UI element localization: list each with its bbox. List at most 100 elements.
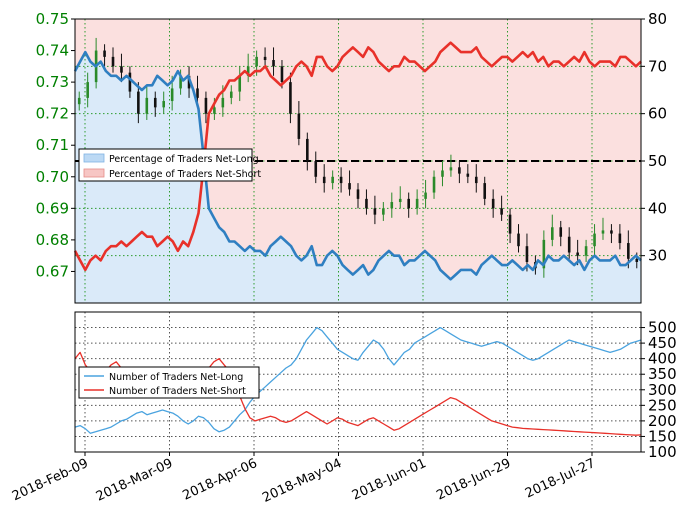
candlestick (111, 47, 115, 73)
tick-x-label: 2018-Feb-09 (10, 456, 91, 504)
candle-body (635, 258, 639, 262)
net-short-area (75, 19, 641, 280)
candlestick (365, 189, 368, 215)
candle-body (483, 183, 487, 199)
candle-body (289, 82, 292, 114)
candle-body (272, 60, 275, 67)
tick-left-label: 0.71 (36, 136, 69, 154)
tick-x-label: 2018-Jun-29 (434, 456, 513, 503)
candlestick (610, 224, 613, 244)
candle-body (542, 239, 546, 269)
candlestick (77, 91, 81, 111)
candlestick (432, 170, 436, 199)
candle-body (365, 198, 368, 209)
candlestick (593, 224, 596, 256)
candle-body (145, 97, 149, 114)
candlestick (356, 183, 360, 209)
legend-top: Percentage of Traders Net-Long Percentage… (78, 148, 261, 182)
candle-body (297, 113, 301, 139)
legend-box (78, 148, 253, 182)
price-sentiment-panel: Percentage of Traders Net-Long Percentage… (73, 18, 642, 304)
candle-body (263, 56, 267, 61)
candle-body (415, 198, 419, 209)
tick-right-label-bottom: 100 (648, 443, 677, 461)
tick-x-label: 2018-Jul-27 (523, 456, 598, 501)
tick-x-label: 2018-May-04 (260, 456, 344, 506)
tick-left-label: 0.74 (36, 42, 69, 60)
candle-body (255, 56, 258, 67)
candlestick (128, 66, 132, 98)
candlestick (415, 189, 419, 215)
candlestick (314, 151, 318, 184)
candle-body (618, 233, 622, 244)
tick-right-label: 80 (648, 10, 667, 28)
net-long-count-line (74, 326, 642, 434)
candle-body (348, 183, 351, 190)
tick-right-label-bottom: 300 (648, 381, 677, 399)
candlestick (517, 224, 520, 253)
trader-count-panel: Number of Traders Net-Long Number of Trad… (74, 312, 642, 453)
candlestick (449, 154, 453, 177)
candlestick (491, 189, 495, 218)
candlestick (483, 176, 487, 206)
candlestick (390, 192, 394, 218)
candlestick (424, 179, 427, 209)
candle-body (322, 176, 326, 184)
net-short-pct-line (73, 41, 642, 272)
candlestick (373, 195, 377, 225)
candlestick (339, 167, 343, 193)
candlestick (297, 101, 301, 146)
candlestick (238, 66, 242, 102)
candle-body (567, 236, 571, 253)
legend-bottom: Number of Traders Net-Long Number of Trad… (78, 366, 260, 399)
candle-body (280, 66, 284, 83)
candle-body (559, 227, 563, 237)
candle-body (601, 230, 605, 234)
candle-body (246, 66, 250, 76)
candlestick (466, 164, 470, 184)
tick-right-label-bottom: 500 (648, 319, 677, 337)
candlestick (508, 208, 512, 244)
tick-right-label-bottom: 350 (648, 365, 677, 383)
candlestick (120, 53, 123, 83)
candle-body (170, 88, 174, 102)
candle-body (179, 75, 182, 89)
candlestick (584, 239, 588, 262)
tick-right-label-bottom: 150 (648, 427, 677, 445)
tick-right-label: 70 (648, 57, 667, 75)
candlestick (103, 44, 106, 67)
candle-body (153, 97, 157, 108)
legend-box (78, 366, 260, 399)
tick-right-label: 60 (648, 105, 667, 123)
candle-body (627, 243, 630, 259)
candle-body (424, 192, 427, 199)
candlestick (474, 164, 478, 193)
candlestick (289, 72, 292, 124)
candle-body (238, 75, 242, 92)
candle-body (111, 56, 115, 67)
candlestick (153, 91, 157, 117)
tick-x-label: 2018-Jun-01 (350, 456, 429, 503)
tick-right-label-bottom: 250 (648, 396, 677, 414)
candle-body (508, 214, 512, 234)
legend-label-long: Percentage of Traders Net-Long (109, 154, 259, 165)
candlestick (550, 214, 554, 247)
tick-left-label: 0.72 (36, 105, 69, 123)
bottom-frame (74, 311, 642, 453)
candle-body (103, 50, 106, 57)
candle-body (187, 75, 191, 89)
tick-left-label: 0.67 (36, 262, 69, 280)
candle-body (314, 161, 318, 177)
candle-body (339, 176, 343, 184)
candlestick (263, 47, 267, 67)
candle-body (382, 208, 385, 215)
candlestick (559, 220, 563, 247)
candlestick (567, 227, 571, 259)
candle-body (162, 101, 166, 108)
candle-body (331, 176, 334, 184)
candle-body (137, 91, 140, 114)
tick-left-label: 0.69 (36, 199, 69, 217)
candlestick (398, 186, 402, 209)
candle-body (398, 198, 402, 203)
